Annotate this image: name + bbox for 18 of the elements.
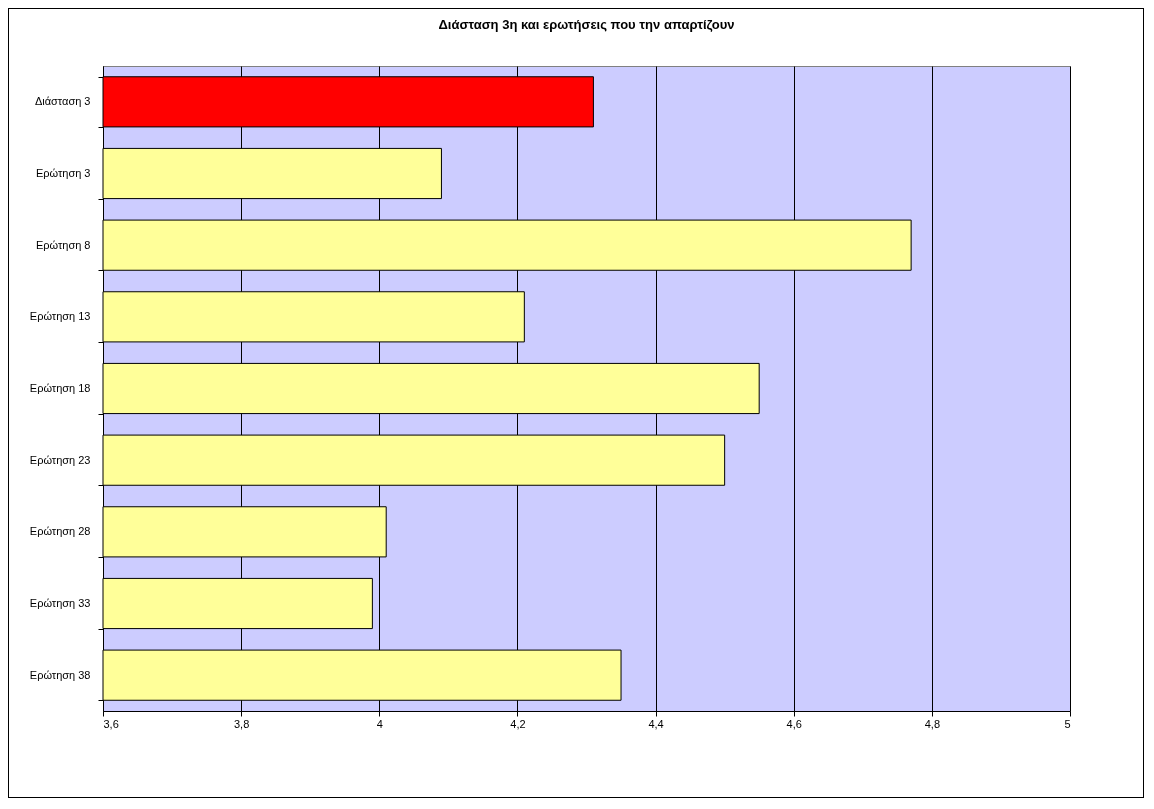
x-tick-label: 4,8 xyxy=(924,717,941,730)
x-tick-label: 4,6 xyxy=(786,717,802,730)
x-tick-label: 4,2 xyxy=(510,717,526,730)
x-tick-label: 4,4 xyxy=(648,717,664,730)
y-tick-label: Διάσταση 3 xyxy=(34,95,91,108)
y-tick-label: Ερώτηση 18 xyxy=(29,382,91,394)
y-tick-label: Ερώτηση 23 xyxy=(29,453,91,466)
chart-title: Διάσταση 3η και ερωτήσεις που την απαρτίζουν xyxy=(438,17,735,32)
x-tick-label: 3,6 xyxy=(103,717,119,730)
y-tick-label: Ερώτηση 38 xyxy=(29,668,91,681)
x-tick-label: 3,8 xyxy=(233,717,250,730)
y-tick-label: Ερώτηση 3 xyxy=(35,167,91,179)
x-tick-label: 5 xyxy=(1064,717,1071,730)
y-tick-label: Ερώτηση 33 xyxy=(29,597,91,609)
y-tick-label: Ερώτηση 28 xyxy=(29,525,91,538)
x-tick-label: 4 xyxy=(376,717,383,730)
y-tick-label: Ερώτηση 8 xyxy=(35,238,91,251)
y-tick-label: Ερώτηση 13 xyxy=(29,310,91,323)
